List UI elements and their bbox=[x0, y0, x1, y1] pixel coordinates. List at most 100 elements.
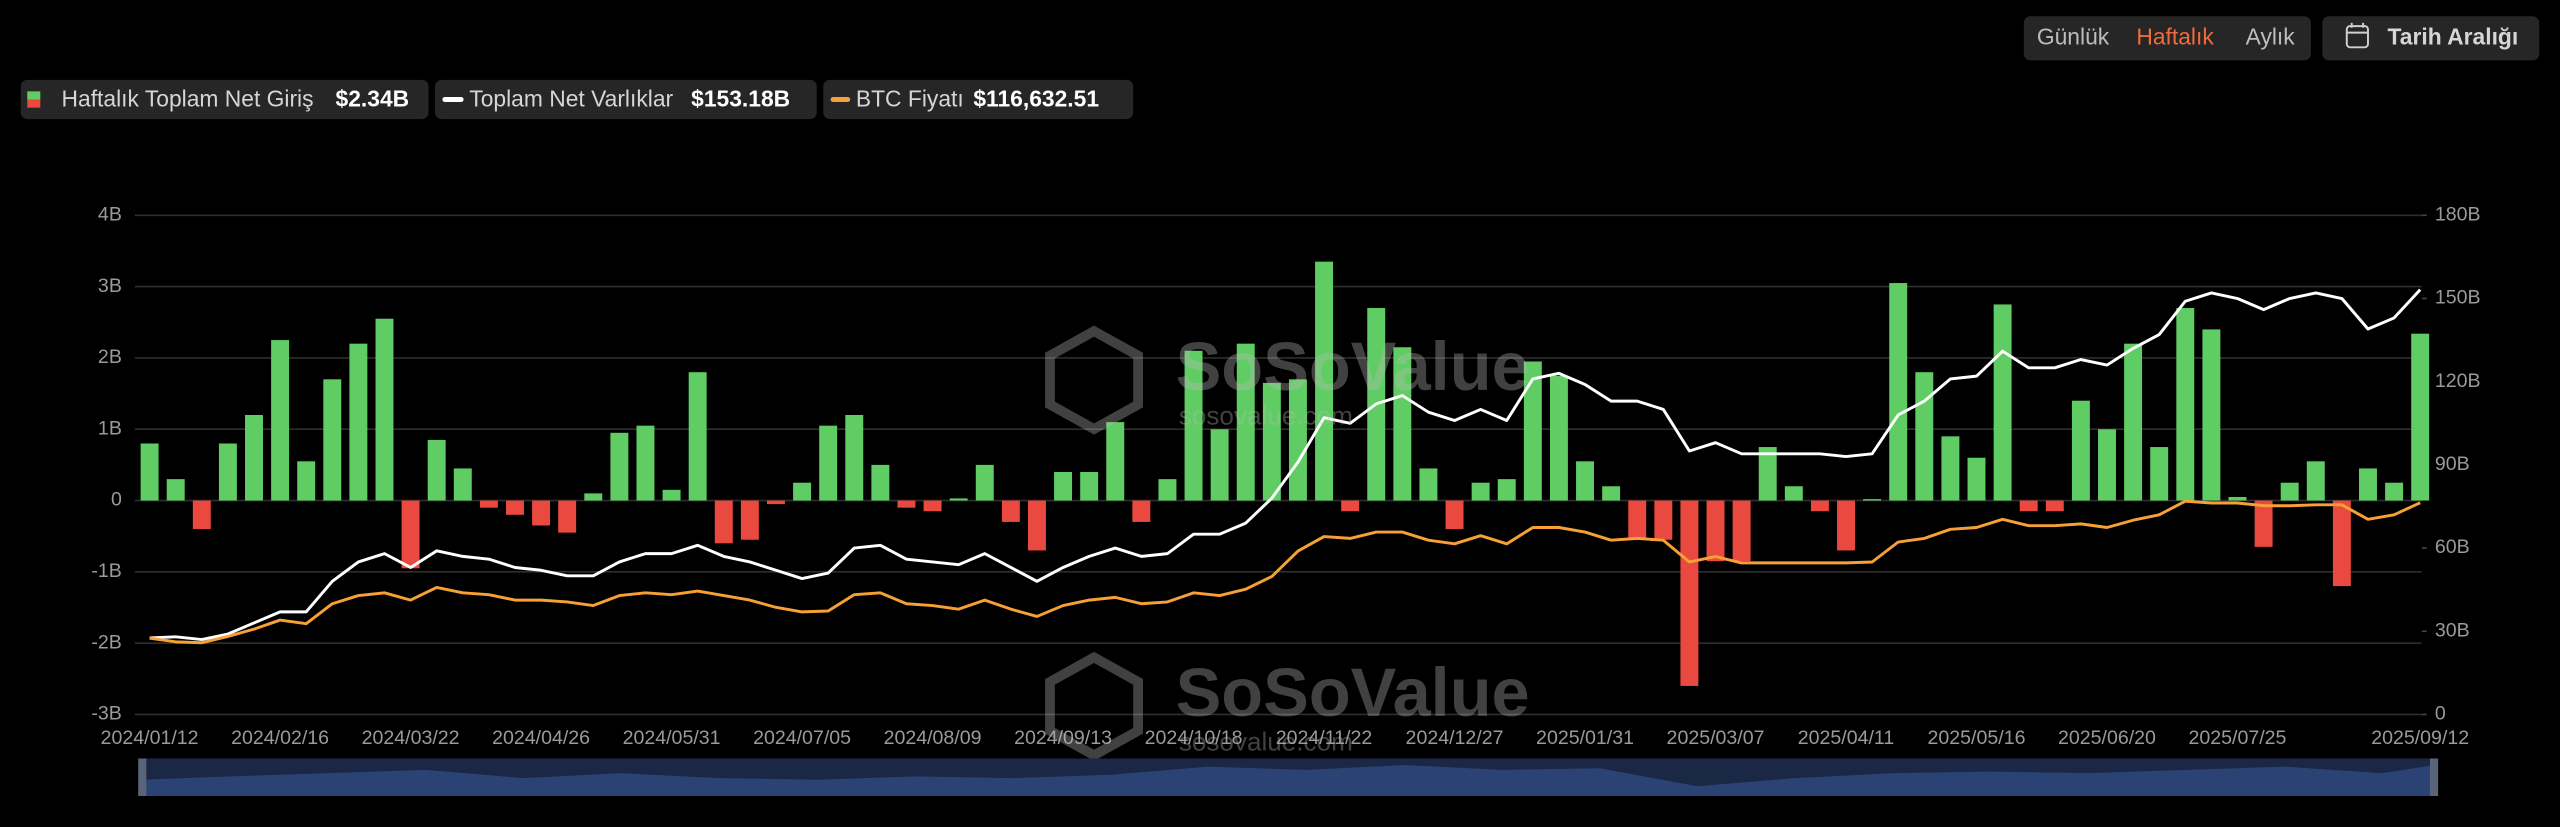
period-weekly[interactable]: Haftalık bbox=[2136, 23, 2214, 49]
bar bbox=[1132, 500, 1151, 522]
x-tick-label: 2025/05/16 bbox=[1928, 727, 2026, 749]
y2-tick-label: 90B bbox=[2435, 453, 2470, 475]
bar bbox=[271, 340, 290, 501]
line-series bbox=[149, 288, 2422, 642]
legend-item-bg bbox=[823, 79, 1134, 120]
bar bbox=[245, 414, 263, 501]
navigator[interactable] bbox=[138, 758, 2439, 797]
bar bbox=[1732, 500, 1751, 562]
bar bbox=[1054, 472, 1073, 501]
legend-label[interactable]: Haftalık Toplam Net Giriş bbox=[62, 85, 314, 111]
bar bbox=[688, 372, 707, 501]
bar bbox=[662, 489, 681, 501]
calendar-icon bbox=[2345, 22, 2369, 49]
bar bbox=[1001, 500, 1020, 522]
x-tick-label: 2024/01/12 bbox=[101, 727, 199, 749]
bar bbox=[1106, 422, 1125, 501]
bar bbox=[2228, 496, 2247, 501]
watermark-brand: SoSoValue bbox=[1176, 654, 1530, 731]
bar bbox=[2411, 333, 2430, 501]
bar bbox=[1445, 500, 1464, 530]
legend-value: $116,632.51 bbox=[973, 85, 1099, 111]
x-tick-label: 2024/11/22 bbox=[1276, 727, 1372, 749]
bar bbox=[2045, 500, 2064, 512]
bar bbox=[218, 443, 237, 501]
y2-tick-label: 120B bbox=[2435, 370, 2481, 392]
date-range-button[interactable] bbox=[2322, 16, 2540, 61]
bar bbox=[2359, 468, 2377, 501]
watermark: SoSoValue sosovalue.com SoSoValue sosova… bbox=[1045, 325, 1530, 761]
bar bbox=[1471, 482, 1490, 501]
bar bbox=[1784, 486, 1803, 501]
x-tick-label: 2024/04/26 bbox=[492, 727, 590, 749]
bar bbox=[584, 493, 603, 501]
bar bbox=[1184, 350, 1203, 501]
bar bbox=[1967, 457, 1986, 501]
bar bbox=[1549, 375, 1568, 501]
bar bbox=[427, 439, 446, 501]
bar bbox=[140, 443, 159, 501]
bar bbox=[349, 343, 368, 501]
bar bbox=[1706, 500, 1725, 562]
bar bbox=[506, 500, 524, 515]
x-tick-label: 2024/10/18 bbox=[1145, 727, 1243, 749]
bar bbox=[532, 500, 551, 526]
bar bbox=[1341, 500, 1360, 512]
bar bbox=[401, 500, 420, 569]
bar bbox=[740, 500, 759, 540]
bar bbox=[610, 432, 629, 501]
bar bbox=[2202, 329, 2221, 501]
y-tick-label: 1B bbox=[98, 417, 122, 439]
x-tick-label: 2024/02/16 bbox=[231, 727, 329, 749]
bar bbox=[2280, 482, 2299, 501]
date-range-label[interactable]: Tarih Aralığı bbox=[2388, 23, 2519, 49]
bar bbox=[923, 500, 942, 512]
y-tick-label: -2B bbox=[91, 631, 121, 653]
bar bbox=[819, 425, 838, 501]
bar bbox=[166, 479, 185, 501]
x-tick-label: 2024/03/22 bbox=[362, 727, 460, 749]
period-daily[interactable]: Günlük bbox=[2037, 23, 2110, 49]
bar bbox=[2385, 482, 2404, 501]
bar bbox=[1915, 372, 1934, 501]
bar bbox=[297, 461, 316, 501]
bar bbox=[1497, 479, 1516, 501]
y2-tick-label: 60B bbox=[2435, 536, 2470, 558]
bar bbox=[1863, 499, 1882, 501]
bar bbox=[1576, 461, 1594, 501]
x-tick-label: 2024/07/05 bbox=[753, 727, 851, 749]
bar bbox=[1680, 500, 1699, 686]
bar bbox=[479, 500, 498, 508]
x-tick-label: 2024/09/13 bbox=[1014, 727, 1112, 749]
bar bbox=[1602, 486, 1621, 501]
x-tick-label: 2024/08/09 bbox=[884, 727, 982, 749]
legend-label[interactable]: Toplam Net Varlıklar bbox=[469, 85, 673, 111]
legend-swatch bbox=[27, 91, 41, 100]
bar bbox=[766, 500, 785, 505]
legend-value: $153.18B bbox=[691, 85, 790, 111]
legend-label[interactable]: BTC Fiyatı bbox=[856, 85, 964, 111]
bar bbox=[2098, 429, 2116, 501]
bar bbox=[323, 379, 342, 501]
bar bbox=[1315, 261, 1334, 501]
x-tick-label: 2025/01/31 bbox=[1536, 727, 1634, 749]
bar bbox=[2306, 461, 2325, 501]
x-tick-label: 2024/12/27 bbox=[1406, 727, 1504, 749]
y2-tick-label: 180B bbox=[2435, 203, 2481, 225]
bar bbox=[871, 464, 890, 501]
bar bbox=[1993, 304, 2012, 501]
period-monthly[interactable]: Aylık bbox=[2246, 23, 2296, 49]
bar bbox=[1654, 500, 1673, 540]
watermark-url: sosovalue.com bbox=[1179, 727, 1353, 757]
legend-swatch bbox=[27, 99, 41, 108]
watermark-brand: SoSoValue bbox=[1176, 328, 1530, 405]
bar bbox=[845, 414, 864, 501]
bar bbox=[375, 318, 394, 501]
bar bbox=[1262, 382, 1281, 501]
bar bbox=[2332, 500, 2351, 587]
bar bbox=[2124, 343, 2143, 501]
y-tick-label: 4B bbox=[98, 203, 122, 225]
bar bbox=[1628, 500, 1647, 540]
bar bbox=[1393, 347, 1412, 501]
